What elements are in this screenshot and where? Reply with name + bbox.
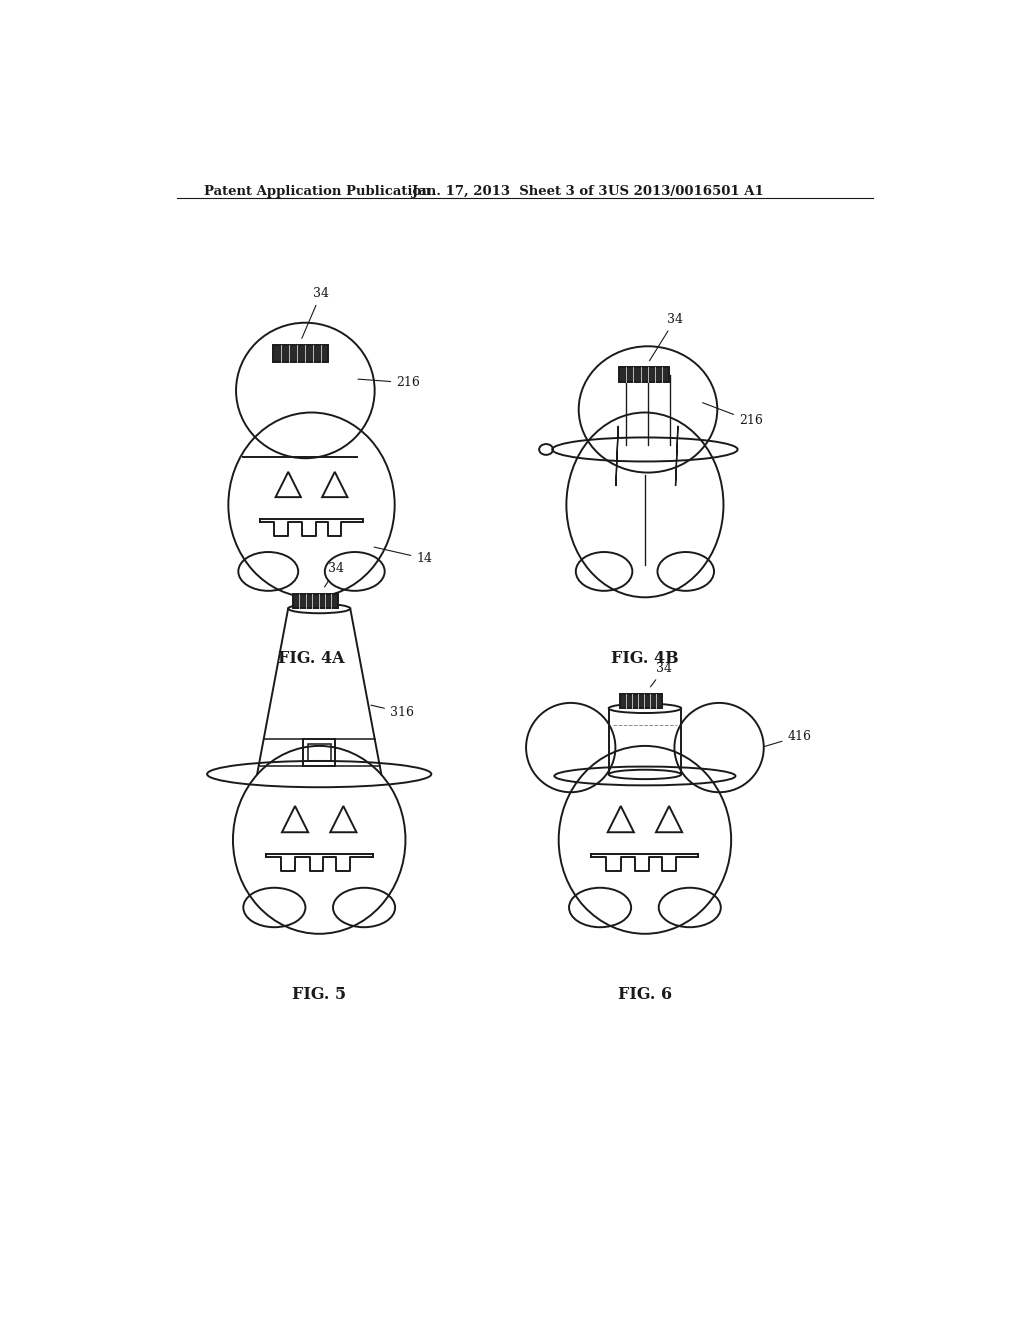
Text: FIG. 4A: FIG. 4A	[279, 649, 345, 667]
Text: 34: 34	[325, 562, 344, 587]
Text: 216: 216	[702, 403, 763, 428]
Text: Jan. 17, 2013  Sheet 3 of 3: Jan. 17, 2013 Sheet 3 of 3	[412, 185, 607, 198]
Text: 316: 316	[371, 705, 414, 719]
Bar	[308, 744, 331, 760]
Bar	[293, 594, 338, 607]
Text: 34: 34	[649, 313, 683, 360]
Bar	[303, 739, 336, 766]
Bar	[273, 345, 329, 362]
Text: FIG. 4B: FIG. 4B	[611, 649, 679, 667]
Bar	[620, 367, 669, 383]
Text: 416: 416	[764, 730, 811, 747]
Text: Patent Application Publication: Patent Application Publication	[204, 185, 430, 198]
Text: FIG. 5: FIG. 5	[292, 986, 346, 1003]
Bar	[620, 694, 663, 708]
Text: 216: 216	[358, 376, 420, 389]
Text: US 2013/0016501 A1: US 2013/0016501 A1	[608, 185, 764, 198]
Text: 14: 14	[374, 546, 432, 565]
Text: 34: 34	[650, 661, 673, 686]
Text: FIG. 6: FIG. 6	[617, 986, 672, 1003]
Text: 34: 34	[302, 286, 329, 338]
